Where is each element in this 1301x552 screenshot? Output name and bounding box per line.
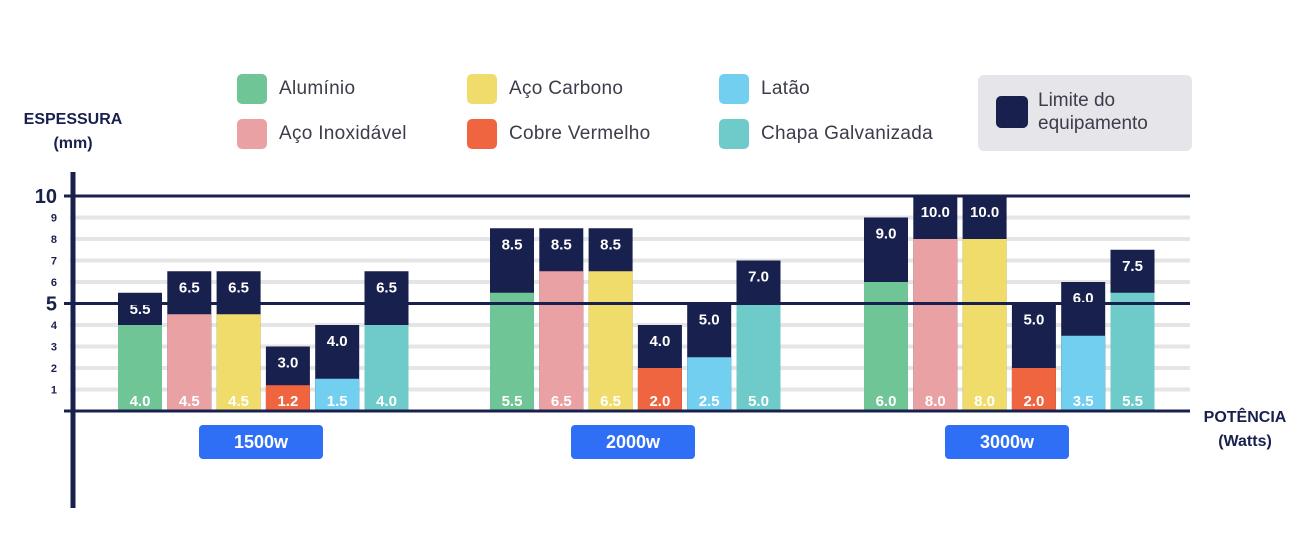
y-axis-title: ESPESSURA (mm) (23, 111, 123, 152)
legend-item-aco-inoxidavel: Aço Inoxidável (237, 119, 407, 149)
value-bar (913, 239, 958, 411)
legend-item-aco-carbono: Aço Carbono (467, 74, 623, 104)
limit-label: 10.0 (970, 204, 999, 221)
y-tick-label: 9 (51, 213, 57, 225)
group-label-3000w: 3000w (945, 425, 1069, 459)
value-label: 8.0 (974, 393, 995, 410)
value-label: 5.0 (748, 393, 769, 410)
y-tick-label: 2 (51, 363, 57, 375)
value-label: 4.0 (376, 393, 397, 410)
value-bar (588, 271, 633, 411)
x-axis-title: POTÊNCIA (Watts) (1203, 409, 1287, 450)
legend-label: Latão (761, 78, 811, 99)
y-tick-label-major: 10 (35, 186, 57, 208)
limit-label: 5.0 (699, 312, 720, 329)
value-bar (118, 325, 162, 411)
legend-item-aluminio: Alumínio (237, 74, 355, 104)
limit-label: 10.0 (921, 204, 950, 221)
y-tick-label-major: 5 (46, 294, 57, 316)
legend-label: Limite do equipamento (1038, 90, 1148, 134)
limit-label: 6.5 (228, 279, 249, 296)
value-label: 8.0 (925, 393, 946, 410)
value-bar (736, 303, 781, 411)
legend-label: Cobre Vermelho (509, 123, 651, 144)
limit-label: 6.5 (376, 279, 397, 296)
legend-label: Aço Inoxidável (279, 123, 407, 144)
legend-item-limite: Limite do equipamento (978, 75, 1192, 151)
value-bar (1011, 368, 1056, 411)
y-tick-label: 4 (51, 320, 58, 332)
value-bar (315, 378, 360, 411)
value-label: 6.5 (551, 393, 572, 410)
legend-label: Aço Carbono (509, 78, 624, 99)
y-tick-label: 8 (51, 234, 57, 246)
value-bar (216, 314, 261, 411)
value-bar (167, 314, 212, 411)
legend-item-chapa-galvanizada: Chapa Galvanizada (719, 119, 933, 149)
value-bar (637, 368, 682, 411)
value-label: 5.5 (1122, 393, 1143, 410)
y-tick-label: 7 (51, 256, 57, 268)
value-label: 2.0 (1023, 393, 1044, 410)
value-bar (864, 282, 908, 411)
value-bar (490, 292, 534, 411)
value-label: 3.5 (1073, 393, 1094, 410)
axes: 9 8 7 6 4 3 2 1 10 5 (35, 172, 1190, 508)
value-label: 1.5 (327, 393, 348, 410)
legend-swatch (996, 96, 1028, 128)
y-tick-label: 1 (51, 385, 57, 397)
limit-label: 5.0 (1023, 312, 1044, 329)
limit-label: 8.5 (551, 236, 572, 253)
value-bar (1061, 335, 1106, 411)
limit-label: 4.0 (327, 333, 348, 350)
value-bar (962, 239, 1007, 411)
value-label: 6.5 (600, 393, 621, 410)
value-bar (539, 271, 584, 411)
value-label: 6.0 (876, 393, 897, 410)
legend-swatch (237, 74, 267, 104)
legend-label: Chapa Galvanizada (761, 123, 933, 144)
legend-swatch (719, 74, 749, 104)
y-tick-label: 3 (51, 342, 57, 354)
value-label: 2.5 (699, 393, 720, 410)
value-label: 4.5 (179, 393, 200, 410)
limit-label: 6.5 (179, 279, 200, 296)
group-label-1500w: 1500w (199, 425, 323, 459)
limit-label: 7.5 (1122, 258, 1143, 275)
limit-label: 8.5 (502, 236, 523, 253)
legend-label: Alumínio (279, 78, 356, 99)
legend-item-latao: Latão (719, 74, 810, 104)
legend-item-cobre-vermelho: Cobre Vermelho (467, 119, 651, 149)
limit-label: 9.0 (876, 226, 897, 243)
limit-label: 4.0 (649, 333, 670, 350)
value-label: 5.5 (502, 393, 523, 410)
value-bar (265, 385, 310, 411)
value-label: 4.0 (130, 393, 151, 410)
legend-swatch (467, 74, 497, 104)
limit-label: 7.0 (748, 269, 769, 286)
legend-swatch (719, 119, 749, 149)
value-bar (687, 357, 732, 411)
limit-label: 3.0 (277, 355, 298, 372)
value-bar (364, 325, 409, 411)
limit-label: 8.5 (600, 236, 621, 253)
y-tick-label: 6 (51, 277, 57, 289)
value-bar (1110, 292, 1155, 411)
group-label-2000w: 2000w (571, 425, 695, 459)
value-label: 1.2 (277, 393, 298, 410)
legend-swatch (237, 119, 267, 149)
value-label: 4.5 (228, 393, 249, 410)
value-label: 2.0 (649, 393, 670, 410)
legend-swatch (467, 119, 497, 149)
